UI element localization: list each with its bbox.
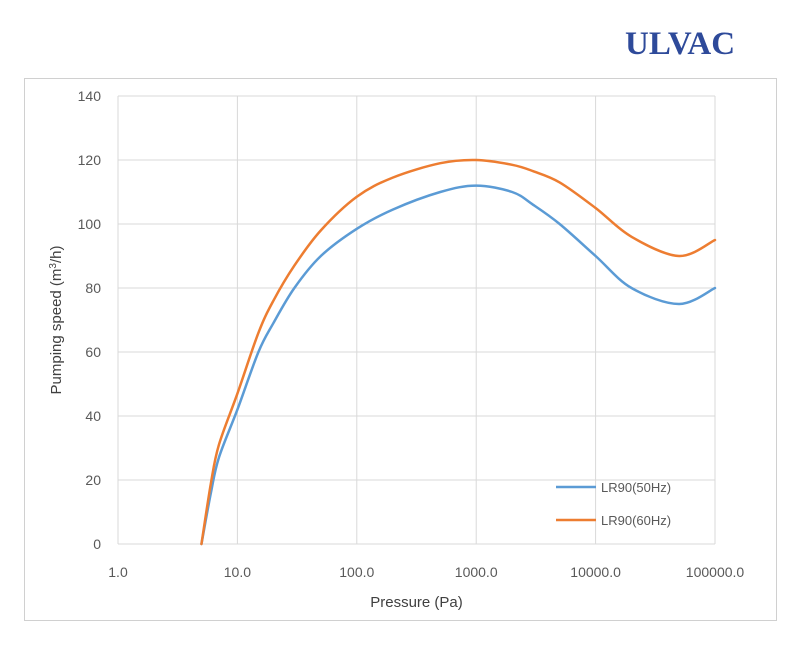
x-tick-label: 10.0 — [224, 564, 251, 580]
y-tick-label: 20 — [85, 472, 101, 488]
y-axis-title-superscript: 3 — [48, 263, 59, 269]
series-line — [200, 158, 717, 546]
y-tick-label: 120 — [78, 152, 102, 168]
ulvac-logo: ULVAC — [625, 26, 736, 62]
y-axis-title: Pumping speed (m3/h) — [48, 246, 66, 395]
y-tick-label: 80 — [85, 280, 101, 296]
y-tick-label: 100 — [78, 216, 102, 232]
x-tick-label: 100000.0 — [686, 564, 745, 580]
x-tick-label: 1.0 — [108, 564, 128, 580]
legend-label: LR90(50Hz) — [601, 480, 671, 495]
y-tick-label: 40 — [85, 408, 101, 424]
x-axis-title: Pressure (Pa) — [370, 594, 463, 611]
legend-label: LR90(60Hz) — [601, 513, 671, 528]
x-tick-label: 100.0 — [339, 564, 374, 580]
y-tick-label: 140 — [78, 88, 102, 104]
chart-frame — [24, 78, 777, 621]
y-tick-label: 60 — [85, 344, 101, 360]
y-axis-title-unit: /h) — [48, 246, 65, 264]
y-tick-label: 0 — [93, 536, 101, 552]
series-line — [200, 184, 717, 546]
y-axis-title-main: Pumping speed (m — [48, 269, 65, 395]
x-tick-label: 1000.0 — [455, 564, 498, 580]
x-tick-label: 10000.0 — [570, 564, 621, 580]
